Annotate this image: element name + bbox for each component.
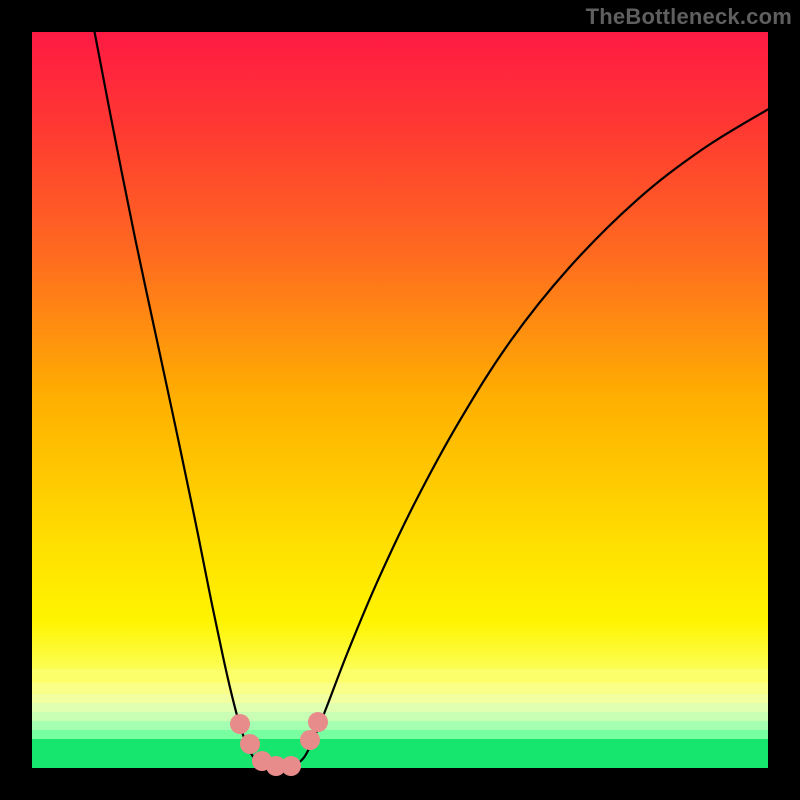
curve-marker xyxy=(230,714,250,734)
chart-frame: TheBottleneck.com xyxy=(0,0,800,800)
watermark-text: TheBottleneck.com xyxy=(586,4,792,30)
markers-layer xyxy=(32,32,768,768)
curve-marker xyxy=(300,730,320,750)
curve-marker xyxy=(281,756,301,776)
plot-area xyxy=(32,32,768,768)
curve-marker xyxy=(308,712,328,732)
